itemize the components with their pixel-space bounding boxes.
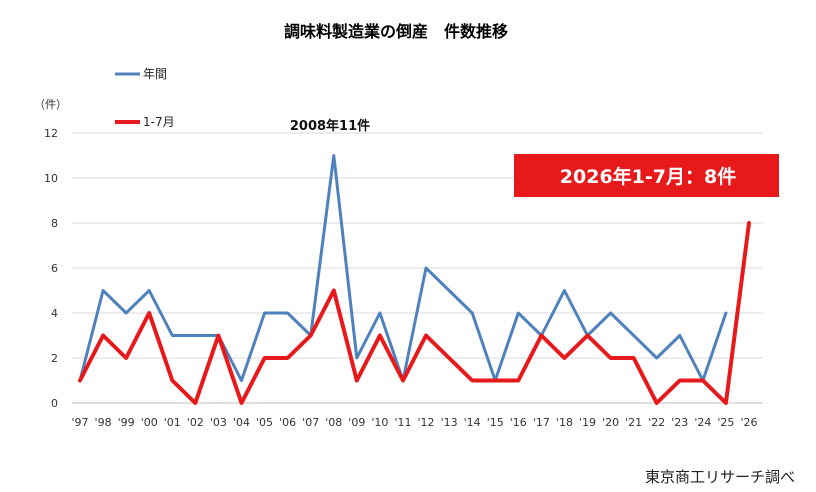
x-tick-label: '06 <box>279 416 296 429</box>
x-tick-label: '23 <box>671 416 688 429</box>
x-tick-label: '02 <box>187 416 204 429</box>
x-tick-label: '97 <box>71 416 88 429</box>
callout-box: 2026年1-7月：8件 <box>514 154 779 197</box>
x-tick-label: '12 <box>418 416 435 429</box>
x-tick-label: '04 <box>233 416 250 429</box>
x-tick-label: '09 <box>348 416 365 429</box>
annotation-2008: 2008年11件 <box>290 118 370 134</box>
x-tick-label: '00 <box>141 416 158 429</box>
x-tick-label: '07 <box>302 416 319 429</box>
x-tick-label: '20 <box>602 416 619 429</box>
x-tick-label: '18 <box>556 416 573 429</box>
x-tick-label: '15 <box>487 416 504 429</box>
x-tick-label: '14 <box>464 416 481 429</box>
x-tick-label: '13 <box>441 416 458 429</box>
legend-label-annual: 年間 <box>143 67 167 81</box>
series-lines <box>78 154 751 405</box>
x-tick-label: '08 <box>325 416 342 429</box>
y-tick-label: 4 <box>51 307 58 320</box>
x-tick-label: '19 <box>579 416 596 429</box>
x-tick-label: '11 <box>394 416 411 429</box>
x-tick-label: '16 <box>510 416 527 429</box>
chart-title: 調味料製造業の倒産 件数推移 <box>284 22 508 41</box>
x-tick-label: '10 <box>371 416 388 429</box>
x-tick-labels: '97 '98 '99 '00 '01 '02 '03 '04 '05 '06 '07 '08 '09 '… <box>71 416 757 429</box>
series-line-jan-jul <box>78 221 751 405</box>
x-tick-label: '03 <box>210 416 227 429</box>
x-tick-label: '99 <box>118 416 135 429</box>
y-tick-label: 2 <box>51 352 58 365</box>
y-tick-label: 12 <box>44 127 58 140</box>
y-tick-label: 6 <box>51 262 58 275</box>
callout-text: 2026年1-7月：8件 <box>560 165 736 188</box>
y-axis-unit-label: （件） <box>34 98 67 111</box>
x-tick-label: '05 <box>256 416 273 429</box>
x-tick-label: '22 <box>648 416 665 429</box>
y-tick-labels: 0 2 4 6 8 10 12 <box>44 127 58 410</box>
legend-label-jan-jul: 1-7月 <box>143 115 175 129</box>
source-note: 東京商工リサーチ調べ <box>645 468 795 486</box>
y-tick-label: 10 <box>44 172 58 185</box>
x-tick-label: '01 <box>164 416 181 429</box>
x-tick-label: '21 <box>625 416 642 429</box>
x-tick-label: '25 <box>717 416 734 429</box>
legend: 年間 1-7月 <box>115 67 175 129</box>
x-tick-label: '26 <box>740 416 757 429</box>
x-tick-label: '17 <box>533 416 550 429</box>
y-tick-label: 8 <box>51 217 58 230</box>
x-tick-label: '24 <box>694 416 711 429</box>
x-tick-label: '98 <box>95 416 112 429</box>
y-tick-label: 0 <box>51 397 58 410</box>
callout-background <box>514 154 779 197</box>
